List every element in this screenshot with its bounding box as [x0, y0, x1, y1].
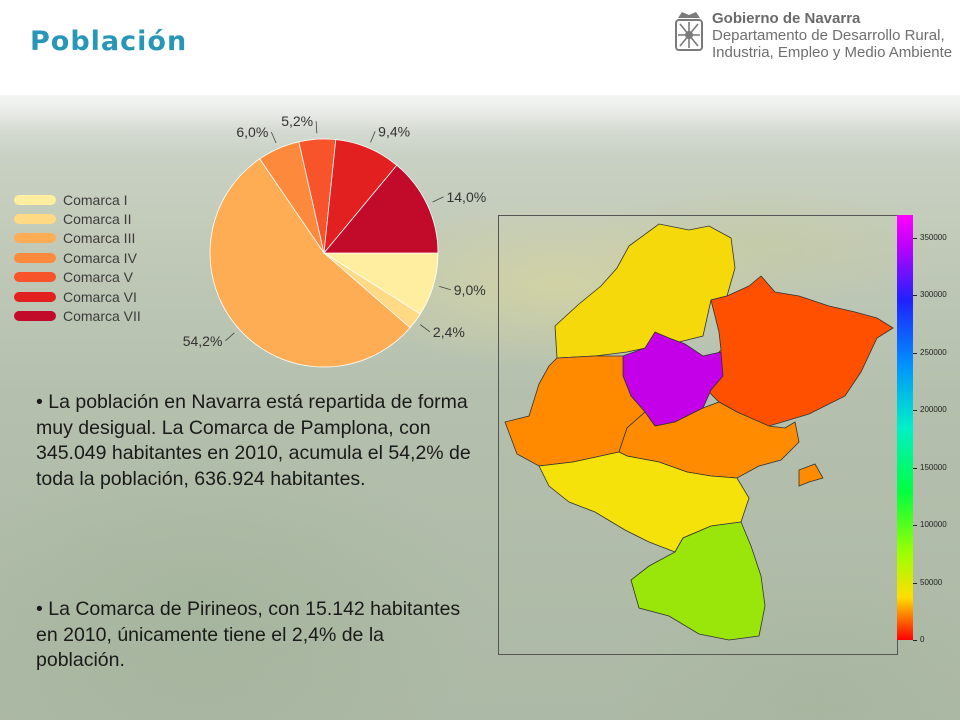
- pie-leader-line-6: [370, 131, 376, 143]
- pie-label-5: 5,2%: [281, 113, 313, 129]
- map-region-comarca-vii: [630, 521, 766, 641]
- pie-slice-3: [209, 158, 411, 368]
- pie-label-6: 9,4%: [378, 123, 410, 139]
- colorbar-tickmark-4: [913, 410, 917, 412]
- background-sky: [0, 0, 960, 130]
- colorbar-tick-label-6: 300000: [920, 290, 947, 300]
- legend-swatch-4: [14, 252, 56, 263]
- legend-label-4: Comarca IV: [63, 249, 137, 266]
- legend-item-2: Comarca II: [14, 209, 141, 228]
- legend-label-1: Comarca I: [63, 191, 128, 208]
- legend-item-3: Comarca III: [14, 229, 141, 248]
- legend-item-7: Comarca VII: [14, 306, 141, 325]
- legend-item-5: Comarca V: [14, 268, 141, 287]
- colorbar-tick-label-3: 150000: [920, 462, 947, 472]
- map-region-enclave: [798, 463, 824, 487]
- map-region-comarca-ii: [702, 275, 894, 427]
- legend-item-6: Comarca VI: [14, 287, 141, 306]
- colorbar-tickmark-3: [913, 467, 917, 469]
- legend-label-6: Comarca VI: [63, 288, 137, 305]
- population-pie-chart: 9,0% 2,4% 54,2% 6,0% 5,2% 9,4% 14,0%: [183, 113, 486, 368]
- legend-item-1: Comarca I: [14, 190, 141, 209]
- colorbar-tick-label-2: 100000: [920, 520, 947, 530]
- government-logo: Gobierno de Navarra Departamento de Desa…: [672, 10, 952, 70]
- pie-label-1: 9,0%: [454, 282, 486, 298]
- pie-leader-line-3: [225, 332, 235, 342]
- logo-line-1: Gobierno de Navarra: [712, 10, 861, 27]
- pie-label-4: 6,0%: [236, 124, 268, 140]
- pie-label-7: 14,0%: [446, 189, 486, 205]
- legend-label-2: Comarca II: [63, 211, 132, 228]
- paragraph-pirineos: • La Comarca de Pirineos, con 15.142 hab…: [36, 598, 461, 671]
- colorbar-tick-label-0: 0: [920, 635, 925, 644]
- colorbar-tickmark-0: [913, 640, 917, 641]
- colorbar-tick-label-7: 350000: [920, 232, 947, 242]
- navarra-shield-icon: [675, 12, 703, 51]
- legend-swatch-7: [14, 311, 56, 322]
- paragraph-distribution: • La población en Navarra está repartida…: [36, 391, 471, 490]
- pie-label-3: 54,2%: [183, 333, 223, 349]
- pie-legend: Comarca I Comarca II Comarca III Comarca IV…: [14, 190, 141, 326]
- legend-label-5: Comarca V: [63, 269, 134, 286]
- legend-swatch-2: [14, 214, 56, 225]
- navarra-choropleth-map: [504, 223, 894, 641]
- logo-line-2: Departamento de Desarrollo Rural,: [712, 27, 945, 44]
- legend-swatch-1: [14, 194, 56, 205]
- colorbar-tickmark-1: [913, 582, 917, 584]
- colorbar-tick-label-5: 250000: [920, 347, 947, 357]
- legend-label-3: Comarca III: [63, 230, 136, 247]
- page-title: Población: [30, 26, 188, 57]
- colorbar-tickmark-6: [913, 295, 917, 297]
- colorbar-tickmark-2: [913, 525, 917, 527]
- pie-leader-line-4: [270, 131, 277, 144]
- pie-leader-line-2: [420, 324, 431, 333]
- legend-label-7: Comarca VII: [63, 308, 141, 325]
- pie-leader-line-1: [439, 286, 451, 291]
- map-region-comarca-i: [554, 223, 736, 359]
- legend-swatch-6: [14, 291, 56, 302]
- pie-slice-7: [323, 164, 439, 254]
- legend-swatch-5: [14, 272, 56, 283]
- map-colorbar: [897, 215, 913, 640]
- colorbar-tick-label-1: 50000: [920, 577, 943, 587]
- pie-leader-line-7: [432, 196, 444, 203]
- logo-line-3: Industria, Empleo y Medio Ambiente: [712, 44, 953, 61]
- colorbar-tick-label-4: 200000: [920, 405, 947, 415]
- navarra-map-panel: [498, 215, 898, 655]
- legend-swatch-3: [14, 233, 56, 244]
- pie-label-2: 2,4%: [433, 324, 465, 340]
- colorbar-tickmark-5: [913, 352, 917, 354]
- colorbar-tickmark-7: [913, 237, 917, 239]
- legend-item-4: Comarca IV: [14, 248, 141, 267]
- pie-leader-line-5: [315, 121, 318, 134]
